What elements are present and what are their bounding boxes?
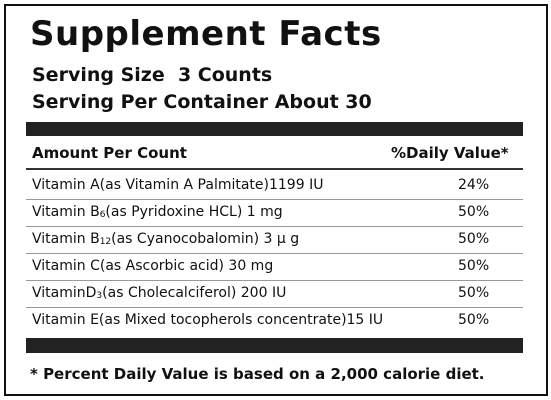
daily-value: 50% xyxy=(458,312,490,328)
row-label: VitaminD3(as Cholecalciferol) 200 IU xyxy=(32,285,286,301)
row-label: Vitamin B6(as Pyridoxine HCL) 1 mg xyxy=(32,204,283,220)
border xyxy=(4,4,548,396)
daily-value: 24% xyxy=(458,177,490,193)
nutrient-detail: (as Pyridoxine HCL) 1 mg xyxy=(105,204,283,220)
daily-value: 50% xyxy=(458,231,490,247)
rule xyxy=(26,307,523,308)
serving-size: Serving Size 3 Counts xyxy=(32,64,273,86)
row-label: Vitamin B12(as Cyanocobalomin) 3 μ g xyxy=(32,231,299,247)
column-header: %Daily Value* xyxy=(391,144,509,162)
rule xyxy=(26,226,523,227)
nutrient-name: Vitamin B xyxy=(32,204,100,220)
footnote: * Percent Daily Value is based on a 2,00… xyxy=(30,365,485,383)
rule xyxy=(26,199,523,200)
daily-value: 50% xyxy=(458,204,490,220)
servings: Serving Per Container About 30 xyxy=(32,91,372,113)
subscript: 12 xyxy=(99,237,112,247)
nutrient-name: Vitamin A(as Vitamin A Palmitate)1199 IU xyxy=(32,177,324,193)
rule xyxy=(26,253,523,254)
thick-bar xyxy=(26,338,523,353)
subscript: 6 xyxy=(99,210,106,220)
daily-value: 50% xyxy=(458,285,490,301)
row-label: Vitamin A(as Vitamin A Palmitate)1199 IU xyxy=(32,177,323,193)
rule xyxy=(26,168,523,170)
row-label: Vitamin E(as Mixed tocopherols concentra… xyxy=(32,312,383,328)
nutrient-detail: (as Cholecalciferol) 200 IU xyxy=(102,285,287,301)
daily-value: 50% xyxy=(458,258,490,274)
nutrient-detail: (as Cyanocobalomin) 3 μ g xyxy=(111,231,300,247)
title: Supplement Facts xyxy=(30,14,382,54)
nutrient-name: Vitamin C(as Ascorbic acid) 30 mg xyxy=(32,258,274,274)
column-header: Amount Per Count xyxy=(32,144,187,162)
nutrient-name: Vitamin B xyxy=(32,231,100,247)
thick-bar xyxy=(26,122,523,136)
subscript: 3 xyxy=(96,291,103,301)
nutrient-name: Vitamin E(as Mixed tocopherols concentra… xyxy=(32,312,384,328)
nutrient-name: VitaminD xyxy=(32,285,97,301)
rule xyxy=(26,280,523,281)
row-label: Vitamin C(as Ascorbic acid) 30 mg xyxy=(32,258,273,274)
